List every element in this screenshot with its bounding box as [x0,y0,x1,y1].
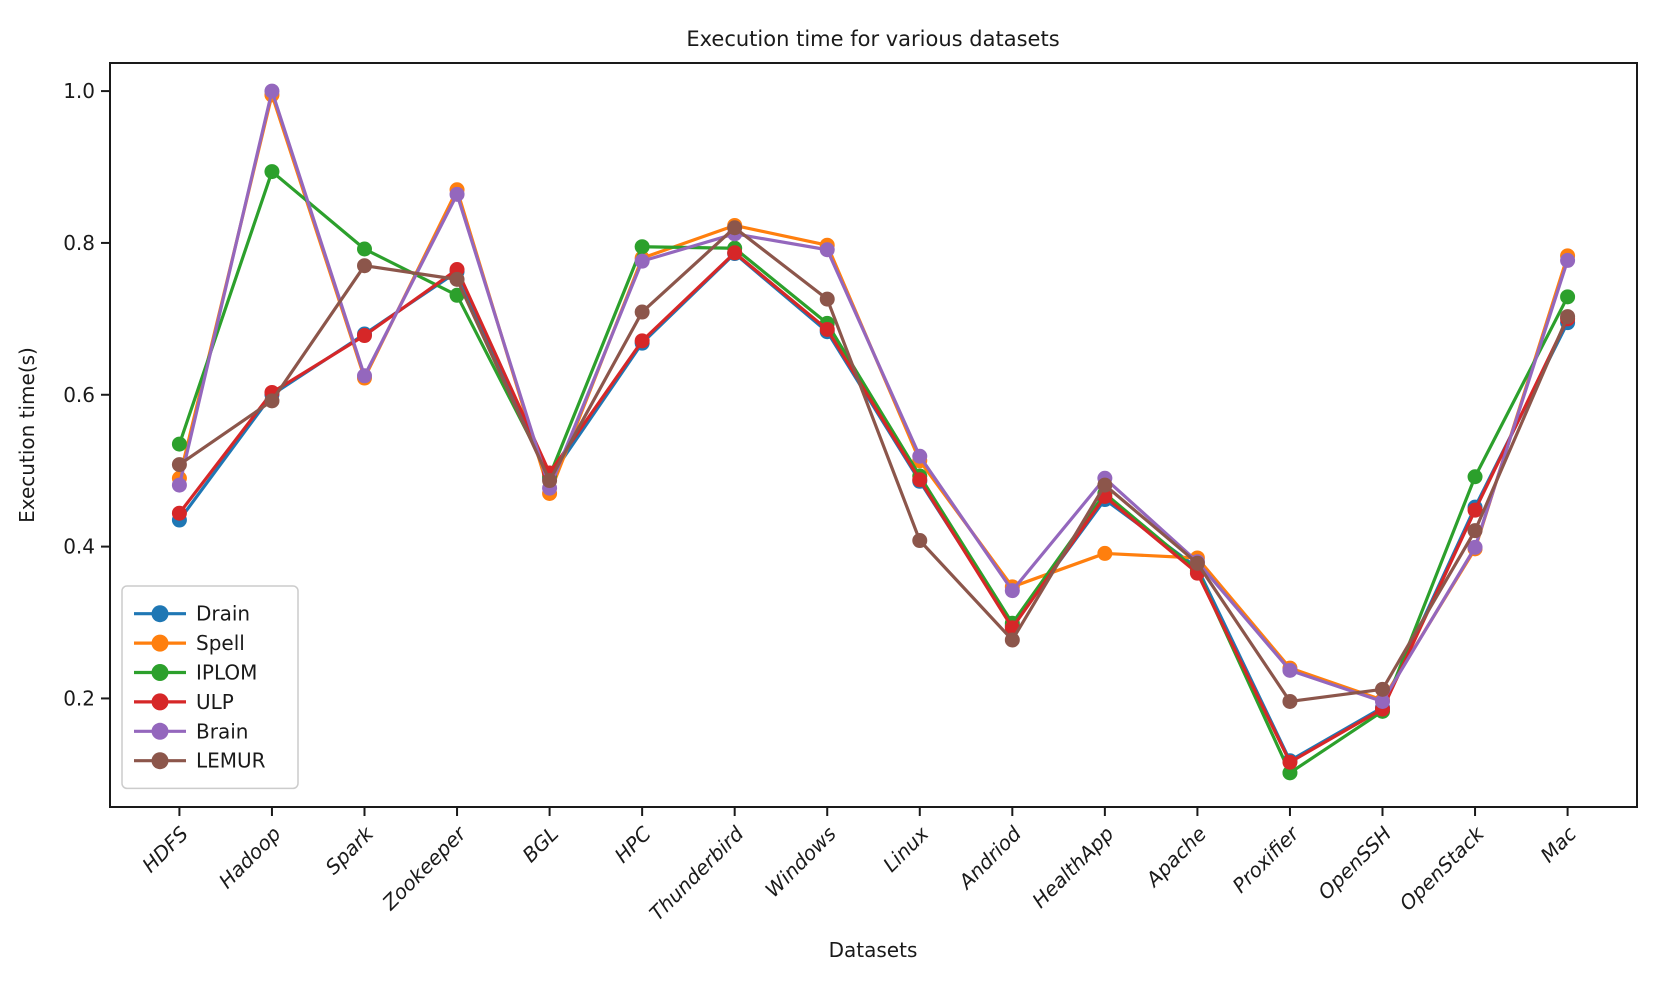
y-tick-label: 0.4 [63,535,95,559]
legend-item-drain: Drain [134,602,250,626]
point-iplom-openstack [1467,469,1483,485]
chart-title: Execution time for various datasets [686,27,1059,51]
y-tick-label: 0.2 [63,686,95,710]
point-brain-hadoop [264,83,280,99]
point-brain-spark [357,368,372,384]
y-tick-label: 1.0 [63,79,95,103]
point-lemur-openssh [1375,681,1390,697]
point-ulp-hdfs [171,505,187,521]
point-lemur-openstack [1467,523,1483,539]
point-lemur-spark [357,258,372,274]
point-lemur-proxifier [1282,693,1298,709]
point-ulp-thunderbird [727,245,743,261]
point-iplom-proxifier [1282,765,1298,781]
legend-marker-drain [151,605,169,623]
point-iplom-spark [357,241,372,257]
point-iplom-hpc [634,239,650,255]
point-iplom-hdfs [171,436,187,452]
point-lemur-bgl [542,473,558,489]
point-ulp-linux [912,472,928,488]
point-lemur-mac [1560,309,1576,325]
point-ulp-spark [357,328,372,344]
point-ulp-windows [819,321,835,337]
legend-item-spell: Spell [134,631,245,655]
point-brain-openstack [1467,539,1483,555]
point-lemur-hpc [634,304,650,320]
point-lemur-apache [1189,555,1205,571]
point-ulp-hpc [634,333,650,349]
legend-box [121,585,299,790]
legend-label-brain: Brain [196,719,248,743]
point-brain-hpc [634,253,650,269]
y-tick-label: 0.8 [63,231,95,255]
point-brain-windows [819,242,835,258]
point-lemur-hadoop [264,393,280,409]
legend-label-ulp: ULP [196,690,234,714]
legend-marker-ulp [151,693,169,711]
point-iplom-hadoop [264,164,280,180]
y-axis-label: Execution time(s) [15,347,39,523]
point-brain-linux [912,448,928,464]
series-line-brain [177,89,1570,704]
point-brain-andriod [1004,583,1020,599]
point-lemur-zookeeper [449,271,465,287]
point-lemur-healthapp [1097,477,1113,493]
legend-label-drain: Drain [196,602,250,626]
plot-border [109,62,1638,808]
point-brain-openssh [1375,693,1390,709]
point-ulp-openstack [1467,502,1483,518]
point-lemur-andriod [1004,632,1020,648]
point-ulp-proxifier [1282,754,1298,770]
legend-marker-brain [151,722,169,740]
point-lemur-linux [912,533,928,549]
y-tick-label: 0.6 [63,383,95,407]
point-brain-hdfs [171,477,187,493]
series-line-ulp [178,251,1570,764]
point-lemur-windows [819,291,835,307]
legend-marker-lemur [151,752,169,770]
point-brain-zookeeper [449,186,465,202]
point-brain-proxifier [1282,662,1298,678]
legend-label-iplom: IPLOM [196,661,257,685]
series-layer [171,83,1576,781]
legend-item-lemur: LEMUR [134,749,266,773]
x-axis-label: Datasets [829,938,918,962]
point-spell-healthapp [1097,545,1113,561]
point-iplom-zookeeper [449,287,465,303]
legend-label-spell: Spell [196,631,245,655]
legend-item-brain: Brain [134,719,248,743]
legend-marker-iplom [151,664,169,681]
legend-item-iplom: IPLOM [134,661,257,685]
point-lemur-hdfs [171,457,187,473]
legend-layer: Drain Spell IPLOM ULP Brain LEMUR [121,585,299,790]
point-iplom-mac [1560,289,1576,305]
point-brain-mac [1560,252,1576,268]
point-lemur-thunderbird [727,220,743,236]
legend-label-lemur: LEMUR [196,749,266,773]
legend-item-ulp: ULP [134,690,234,714]
series-line-lemur [178,226,1570,704]
legend-marker-spell [151,634,169,652]
